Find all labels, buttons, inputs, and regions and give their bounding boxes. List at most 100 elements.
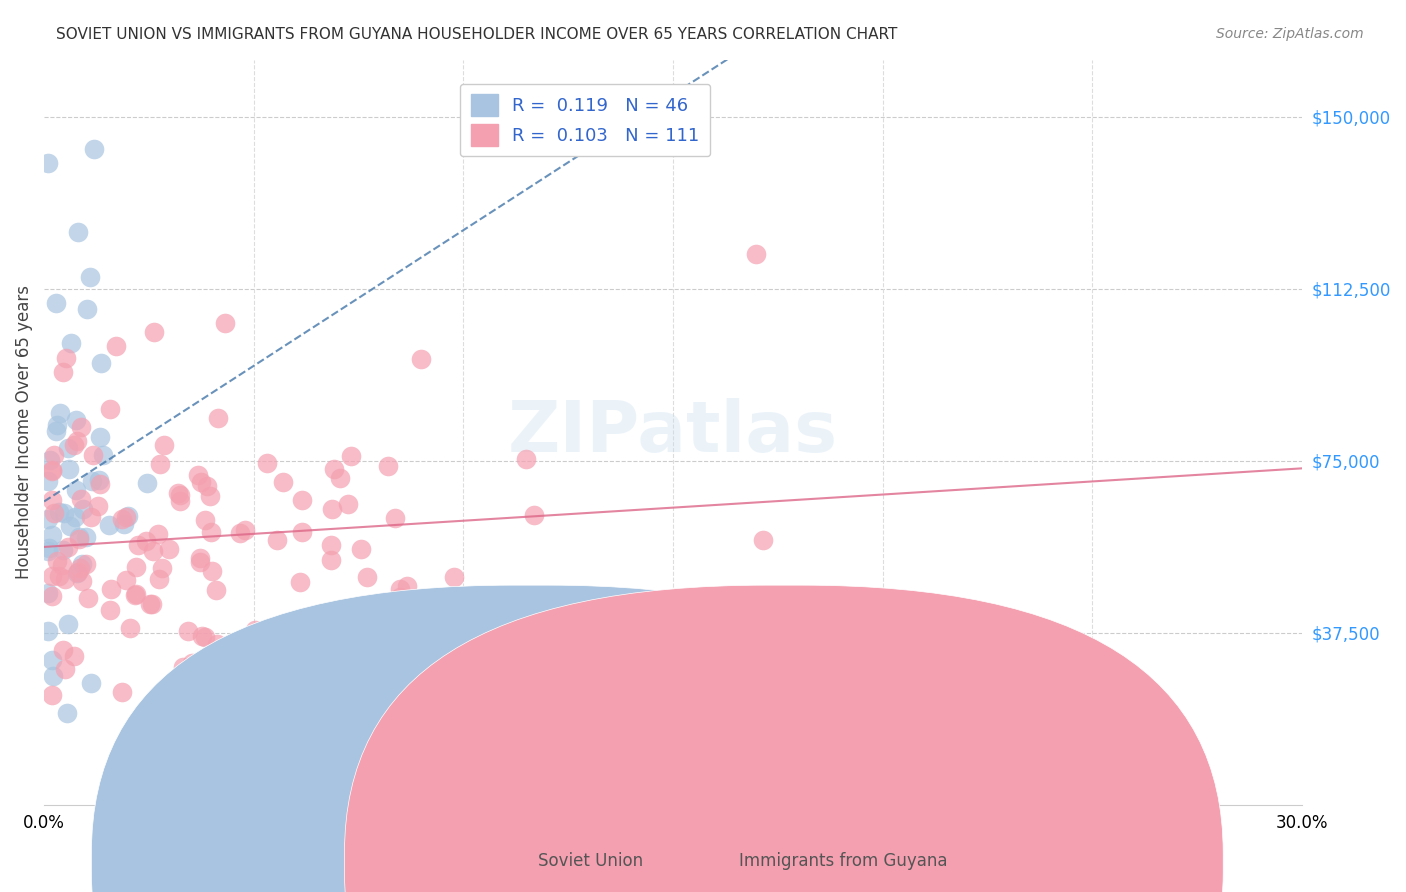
- Point: [523, 508, 546, 523]
- Point: [329, 471, 352, 485]
- Point: [41, 669, 63, 683]
- Point: [124, 588, 146, 602]
- Text: ZIPatlas: ZIPatlas: [508, 398, 838, 467]
- Point: [55, 573, 77, 587]
- Point: [70, 558, 93, 572]
- Point: [67, 566, 90, 580]
- Point: [114, 574, 136, 588]
- Point: [41, 462, 63, 476]
- Point: [65, 413, 87, 427]
- Point: [125, 587, 148, 601]
- Point: [37, 474, 59, 488]
- Point: [187, 467, 209, 482]
- Point: [59, 335, 82, 350]
- Point: [389, 590, 412, 604]
- Point: [46, 417, 69, 432]
- Point: [141, 597, 163, 611]
- Text: Soviet Union: Soviet Union: [538, 852, 643, 870]
- Point: [389, 582, 412, 596]
- Point: [79, 270, 101, 285]
- Point: [233, 523, 256, 537]
- Point: [49, 407, 72, 421]
- Point: [51, 558, 73, 573]
- Point: [148, 572, 170, 586]
- Point: [323, 462, 346, 476]
- Point: [752, 533, 775, 548]
- Point: [245, 623, 267, 637]
- Point: [37, 155, 59, 169]
- Point: [48, 569, 70, 583]
- Point: [69, 561, 91, 575]
- Point: [180, 656, 202, 670]
- Point: [443, 570, 465, 584]
- Point: [48, 505, 70, 519]
- Point: [98, 402, 121, 417]
- Point: [41, 464, 63, 478]
- Point: [135, 533, 157, 548]
- Point: [56, 540, 79, 554]
- Point: [63, 437, 86, 451]
- Point: [89, 430, 111, 444]
- Point: [190, 551, 212, 566]
- Point: [228, 525, 250, 540]
- Point: [188, 555, 211, 569]
- Point: [52, 543, 75, 558]
- Point: [515, 452, 537, 467]
- Point: [166, 486, 188, 500]
- Point: [41, 689, 63, 703]
- Y-axis label: Householder Income Over 65 years: Householder Income Over 65 years: [15, 285, 32, 579]
- Point: [83, 142, 105, 156]
- Point: [41, 653, 63, 667]
- Point: [194, 630, 217, 644]
- Point: [59, 518, 82, 533]
- Point: [177, 624, 200, 638]
- Point: [56, 706, 79, 720]
- Point: [41, 569, 63, 583]
- Point: [75, 530, 97, 544]
- Point: [42, 506, 65, 520]
- Point: [195, 479, 218, 493]
- Point: [191, 629, 214, 643]
- Point: [87, 473, 110, 487]
- Point: [411, 351, 433, 366]
- Point: [270, 635, 292, 649]
- Point: [58, 616, 80, 631]
- Point: [80, 675, 103, 690]
- Point: [367, 660, 389, 674]
- Point: [37, 512, 59, 526]
- Point: [291, 524, 314, 539]
- Point: [112, 517, 135, 532]
- Point: [45, 296, 67, 310]
- Point: [146, 527, 169, 541]
- Point: [58, 461, 80, 475]
- Point: [290, 575, 312, 590]
- Text: Immigrants from Guyana: Immigrants from Guyana: [740, 852, 948, 870]
- Point: [55, 351, 77, 366]
- Point: [198, 489, 221, 503]
- Text: Source: ZipAtlas.com: Source: ZipAtlas.com: [1216, 27, 1364, 41]
- Point: [336, 497, 359, 511]
- Point: [149, 457, 172, 471]
- Point: [118, 621, 141, 635]
- Point: [114, 509, 136, 524]
- Point: [37, 624, 59, 639]
- Point: [41, 527, 63, 541]
- Point: [70, 420, 93, 434]
- Point: [117, 508, 139, 523]
- Point: [66, 566, 89, 580]
- Point: [63, 649, 86, 664]
- Point: [72, 574, 94, 589]
- Point: [321, 502, 343, 516]
- Point: [319, 538, 342, 552]
- Point: [42, 448, 65, 462]
- Point: [52, 506, 75, 520]
- Point: [53, 662, 76, 676]
- Point: [205, 637, 228, 651]
- Point: [66, 225, 89, 239]
- Point: [297, 772, 319, 787]
- Point: [190, 475, 212, 489]
- Point: [169, 493, 191, 508]
- Point: [205, 583, 228, 598]
- Point: [76, 591, 98, 605]
- Point: [321, 552, 343, 566]
